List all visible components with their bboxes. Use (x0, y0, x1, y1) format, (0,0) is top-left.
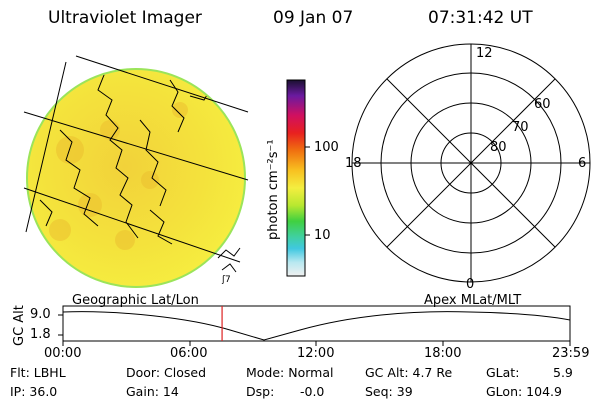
colorbar-tick-100: 100 (314, 140, 339, 155)
mlt-label-12: 12 (476, 46, 493, 61)
time-tick-0000: 00:00 (44, 346, 82, 361)
timeline-ylabel: GC Alt (12, 305, 27, 346)
colorbar (286, 79, 310, 277)
mlat-label-60: 60 (534, 97, 551, 112)
mlt-label-6: 6 (578, 156, 587, 171)
time-tick-0600: 06:00 (170, 346, 208, 361)
polar-plot (351, 43, 591, 283)
mlat-label-80: 80 (490, 140, 507, 155)
colorbar-tick-10: 10 (314, 228, 331, 243)
glon-info: GLon: 104.9 (486, 384, 562, 399)
dsp-label: Dsp: (246, 384, 275, 399)
door-info: Door: Closed (126, 365, 207, 380)
gain-info: Gain: 14 (126, 384, 179, 399)
mode-info: Mode: Normal (246, 365, 334, 380)
gc-alt-info: GC Alt: 4.7 Re (365, 365, 453, 380)
date-label: 09 Jan 07 (273, 8, 354, 28)
mlat-label-70: 70 (512, 120, 529, 135)
glat-value: 5.9 (553, 365, 573, 380)
svg-text:ʃ7: ʃ7 (221, 275, 231, 285)
coastlines (39, 70, 223, 245)
mlt-label-0: 0 (466, 277, 475, 292)
time-tick-1800: 18:00 (424, 346, 462, 361)
alt-tick-low: 1.8 (30, 327, 51, 342)
dsp-value: -0.0 (300, 384, 325, 399)
filter-info: Flt: LBHL (10, 365, 66, 380)
time-tick-1200: 12:00 (297, 346, 335, 361)
seq-info: Seq: 39 (365, 384, 413, 399)
mlt-label-18: 18 (345, 156, 362, 171)
altitude-timeline (58, 305, 571, 346)
geographic-grid (23, 55, 249, 263)
time-label: 07:31:42 UT (428, 8, 533, 28)
colorbar-unit-label: photon cm⁻²s⁻¹ (266, 139, 281, 240)
ip-info: IP: 36.0 (10, 384, 58, 399)
time-tick-2359: 23:59 (552, 346, 590, 361)
instrument-title: Ultraviolet Imager (48, 8, 202, 28)
alt-tick-high: 9.0 (30, 307, 51, 322)
auroral-image: ʃ7 (23, 55, 249, 288)
geographic-caption: Geographic Lat/Lon (72, 293, 199, 308)
glat-label: GLat: (486, 365, 520, 380)
apex-caption: Apex MLat/MLT (424, 293, 522, 308)
